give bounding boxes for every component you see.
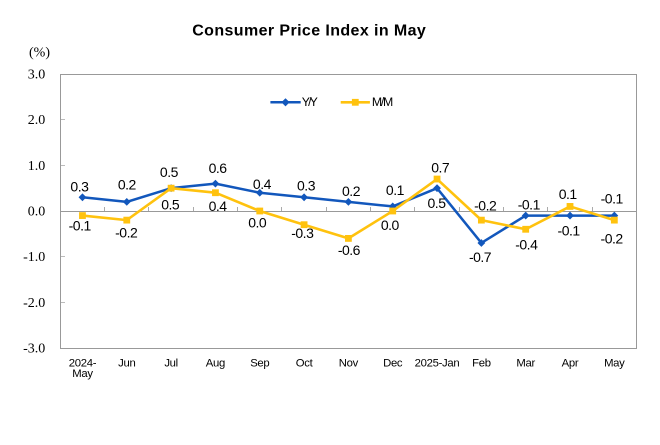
svg-text:0.4: 0.4: [209, 198, 228, 214]
svg-text:0.6: 0.6: [209, 160, 228, 176]
svg-text:0.0: 0.0: [381, 217, 400, 233]
svg-text:Dec: Dec: [383, 358, 403, 370]
svg-text:Sep: Sep: [250, 358, 269, 370]
svg-text:May: May: [604, 358, 625, 370]
svg-text:Nov: Nov: [339, 358, 359, 370]
svg-text:0.3: 0.3: [297, 177, 316, 193]
svg-text:0.2: 0.2: [118, 176, 137, 192]
svg-text:M/M: M/M: [372, 95, 393, 109]
svg-text:0.1: 0.1: [386, 182, 405, 198]
svg-text:3.0: 3.0: [28, 68, 46, 83]
svg-text:-0.2: -0.2: [115, 225, 138, 241]
svg-text:Mar: Mar: [516, 358, 535, 370]
svg-text:2024-: 2024-: [69, 358, 97, 370]
svg-text:Y/Y: Y/Y: [302, 95, 318, 109]
svg-text:2025-Jan: 2025-Jan: [415, 358, 460, 370]
svg-text:0.5: 0.5: [160, 164, 179, 180]
svg-text:Jul: Jul: [164, 358, 178, 370]
svg-text:Consumer Price Index in May: Consumer Price Index in May: [192, 22, 426, 39]
svg-text:Aug: Aug: [206, 358, 225, 370]
svg-text:-0.3: -0.3: [291, 225, 314, 241]
svg-text:(%): (%): [29, 45, 50, 60]
svg-text:0.5: 0.5: [428, 195, 447, 211]
svg-text:-0.2: -0.2: [601, 230, 624, 246]
svg-text:0.2: 0.2: [342, 183, 361, 199]
svg-text:Jun: Jun: [118, 358, 135, 370]
svg-text:-0.1: -0.1: [601, 190, 624, 206]
svg-text:0.1: 0.1: [559, 186, 578, 202]
svg-text:Feb: Feb: [472, 358, 491, 370]
svg-text:-3.0: -3.0: [23, 342, 45, 357]
svg-text:0.0: 0.0: [28, 205, 46, 220]
svg-text:May: May: [72, 368, 93, 380]
svg-text:-0.4: -0.4: [515, 237, 538, 253]
svg-text:-2.0: -2.0: [23, 296, 45, 311]
svg-text:Apr: Apr: [562, 358, 579, 370]
svg-text:1.0: 1.0: [28, 159, 46, 174]
svg-text:-0.7: -0.7: [469, 249, 492, 265]
svg-text:Oct: Oct: [296, 358, 314, 370]
svg-text:0.7: 0.7: [431, 159, 450, 175]
svg-text:-0.1: -0.1: [558, 223, 581, 239]
svg-text:0.0: 0.0: [248, 214, 267, 230]
svg-text:0.3: 0.3: [70, 178, 89, 194]
svg-text:0.5: 0.5: [161, 196, 180, 212]
svg-text:0.4: 0.4: [253, 176, 272, 192]
svg-text:-0.1: -0.1: [518, 196, 541, 212]
svg-text:-0.1: -0.1: [69, 217, 92, 233]
svg-text:2.0: 2.0: [28, 113, 46, 128]
svg-text:-1.0: -1.0: [23, 250, 45, 265]
svg-text:-0.6: -0.6: [338, 242, 361, 258]
svg-text:-0.2: -0.2: [474, 198, 497, 214]
